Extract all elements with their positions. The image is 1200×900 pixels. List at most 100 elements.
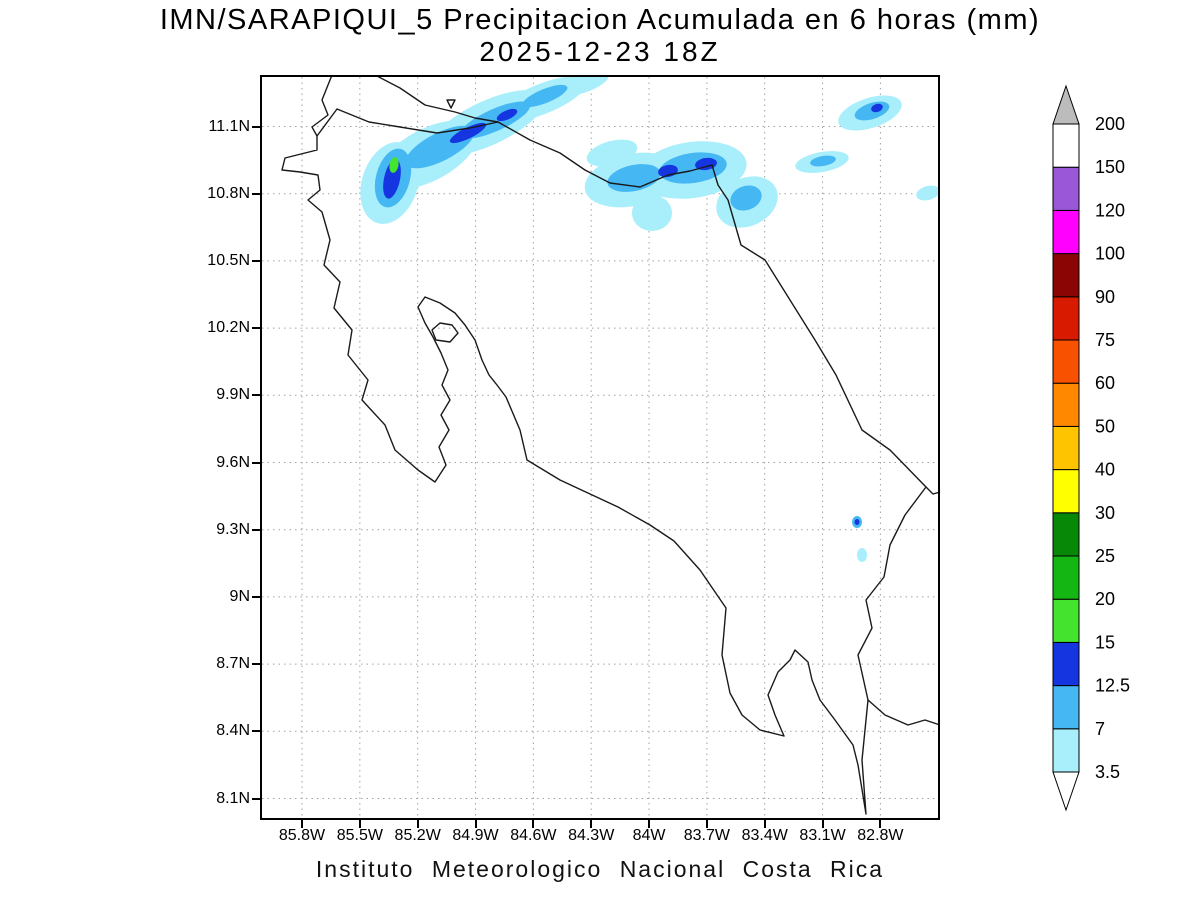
colorbar-tick-label: 90 xyxy=(1095,287,1115,307)
precip-cell xyxy=(857,548,867,562)
colorbar-segment xyxy=(1052,512,1080,557)
precip-cell xyxy=(632,195,672,231)
lon-tick-mark xyxy=(358,820,361,828)
lon-tick-label: 83.4W xyxy=(741,827,788,844)
lon-tick-label: 84.9W xyxy=(452,827,499,844)
lon-tick-mark xyxy=(705,820,708,828)
lat-tick-label: 10.2N xyxy=(207,319,250,337)
lat-tick-mark xyxy=(252,528,260,531)
colorbar-segment xyxy=(1052,728,1080,773)
lat-tick-mark xyxy=(252,327,260,330)
colorbar-tick-label: 3.5 xyxy=(1095,762,1120,782)
precip-cell xyxy=(916,185,940,201)
precip-cell xyxy=(586,139,638,167)
lon-tick-label: 82.8W xyxy=(857,827,904,844)
colorbar-segment xyxy=(1052,253,1080,298)
lat-tick-mark xyxy=(252,797,260,800)
colorbar-tick-label: 40 xyxy=(1095,460,1115,480)
precip-cell xyxy=(871,103,883,113)
lon-tick-mark xyxy=(590,820,593,828)
colorbar-tick-label: 12.5 xyxy=(1095,676,1130,696)
colorbar-segment xyxy=(1052,296,1080,341)
panama-pacific-coast-line xyxy=(867,699,940,726)
lat-tick-label: 9.3N xyxy=(216,520,250,538)
precipitation-shading xyxy=(360,75,940,562)
precip-cell xyxy=(496,108,518,122)
lon-tick-mark xyxy=(416,820,419,828)
precip-cell xyxy=(522,84,568,108)
lon-tick-mark xyxy=(532,820,535,828)
lat-tick-label: 11.1N xyxy=(208,117,250,135)
lon-tick-label: 85.5W xyxy=(336,827,383,844)
isla-chira-outline xyxy=(431,322,459,343)
lat-tick-label: 9.6N xyxy=(216,453,250,471)
footer-caption: Instituto Meteorologico Nacional Costa R… xyxy=(315,856,885,882)
lat-tick-mark xyxy=(252,125,260,128)
colorbar-tick-label: 20 xyxy=(1095,589,1115,609)
lat-tick-label: 9N xyxy=(229,587,250,605)
lon-tick-label: 83.1W xyxy=(799,827,846,844)
lat-tick-mark xyxy=(252,595,260,598)
lat-tick-label: 9.9N xyxy=(216,386,250,404)
panama-caribbean-coast-line xyxy=(925,486,940,495)
lon-tick-label: 85.2W xyxy=(394,827,441,844)
precip-cell xyxy=(449,122,487,144)
lon-tick-mark xyxy=(821,820,824,828)
colorbar-segment xyxy=(1052,382,1080,427)
page-subtitle-datetime: 2025-12-23 18Z xyxy=(479,36,721,67)
colorbar-segment xyxy=(1052,469,1080,514)
lon-tick-label: 84.3W xyxy=(568,827,615,844)
lat-tick-mark xyxy=(252,663,260,666)
map-frame xyxy=(260,75,940,820)
map-canvas xyxy=(260,75,940,820)
colorbar-tick-label: 15 xyxy=(1095,632,1115,652)
lon-tick-mark xyxy=(474,820,477,828)
island-triangle-outline xyxy=(446,99,456,109)
lat-tick-label: 10.8N xyxy=(207,184,250,202)
lat-tick-label: 8.4N xyxy=(216,722,250,740)
colorbar-segment xyxy=(1052,685,1080,730)
colorbar-segment xyxy=(1052,425,1080,471)
costa-rica-outline xyxy=(281,108,927,815)
lon-tick-label: 84.6W xyxy=(510,827,557,844)
lat-tick-mark xyxy=(252,192,260,195)
precip-cell xyxy=(810,155,836,167)
colorbar-tick-label: 75 xyxy=(1095,330,1115,350)
lat-tick-mark xyxy=(252,461,260,464)
precip-cell xyxy=(730,185,762,211)
lat-tick-mark xyxy=(252,730,260,733)
lon-tick-label: 83.7W xyxy=(683,827,730,844)
colorbar-tick-label: 120 xyxy=(1095,200,1125,220)
colorbar-segment xyxy=(1052,166,1080,211)
colorbar-tick-label: 200 xyxy=(1095,114,1125,134)
page-title: IMN/SARAPIQUI_5 Precipitacion Acumulada … xyxy=(159,4,1041,36)
precip-cell xyxy=(854,519,860,525)
lon-tick-mark xyxy=(648,820,651,828)
colorbar-segment xyxy=(1052,123,1080,168)
lon-tick-label: 84W xyxy=(632,827,666,844)
colorbar-tick-label: 30 xyxy=(1095,503,1115,523)
colorbar-tick-label: 100 xyxy=(1095,244,1125,264)
lon-tick-mark xyxy=(879,820,882,828)
lat-tick-mark xyxy=(252,394,260,397)
lon-tick-mark xyxy=(301,820,303,828)
colorbar-tick-label: 7 xyxy=(1095,719,1105,739)
colorbar-arrow-bottom xyxy=(1052,771,1080,812)
lon-tick-mark xyxy=(763,820,766,828)
colorbar-segment xyxy=(1052,641,1080,687)
nicaragua-coast-line xyxy=(311,75,333,137)
precip-cell xyxy=(389,157,399,173)
colorbar-segment xyxy=(1052,555,1080,600)
lake-nicaragua-shore-line xyxy=(374,75,499,123)
lat-tick-label: 8.7N xyxy=(216,655,250,673)
precip-cell xyxy=(695,157,717,171)
colorbar-segment xyxy=(1052,339,1080,384)
lat-tick-mark xyxy=(252,259,260,262)
lat-tick-label: 8.1N xyxy=(216,789,250,807)
costa-rica-coastline xyxy=(281,75,940,815)
colorbar-segment xyxy=(1052,209,1080,255)
colorbar-tick-label: 60 xyxy=(1095,373,1115,393)
lat-tick-label: 10.5N xyxy=(207,251,250,269)
colorbar-tick-label: 50 xyxy=(1095,416,1115,436)
